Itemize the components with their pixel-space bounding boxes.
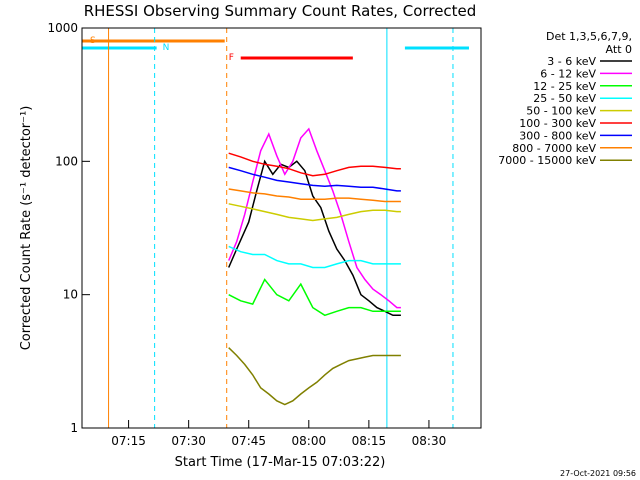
x-tick-label-5: 08:30 [412,434,447,448]
legend-label-5: 100 - 300 keV [519,117,596,130]
series-line-0 [228,159,401,317]
series-line-8 [228,347,401,406]
series-line-1 [228,127,401,309]
x-tick-label-1: 07:30 [171,434,206,448]
legend-label-8: 7000 - 15000 keV [498,154,596,167]
y-tick-label-1: 10 [63,288,78,302]
y-tick-label-2: 100 [55,154,78,168]
series-line-4 [228,203,401,222]
y-tick-label-3: 1000 [47,21,78,35]
legend-header-line-1: Det 1,3,5,6,7,9, [546,30,632,43]
axes-layer: 07:15 07:30 07:45 08:00 08:15 08:30 1 10 100 1000 [47,21,446,448]
legend-label-3: 25 - 50 keV [533,92,596,105]
series-line-3 [228,245,401,269]
legend-label-1: 6 - 12 keV [540,67,596,80]
series-layer [228,127,401,406]
flag-f-label: F [229,53,234,63]
flags-layer: S N F [82,36,469,63]
vertical-lines-layer [108,28,454,428]
legend-label-6: 300 - 800 keV [519,129,596,142]
flag-n-label: N [163,43,170,53]
series-line-5 [228,152,401,177]
series-line-2 [228,278,401,317]
y-axis-label: Corrected Count Rate (s⁻¹ detector⁻¹) [19,106,34,351]
x-tick-label-4: 08:15 [352,434,387,448]
y-tick-label-0: 1 [70,421,78,435]
legend-header-line-2: Att 0 [606,43,632,56]
series-line-7 [228,188,401,203]
legend-label-2: 12 - 25 keV [533,80,596,93]
legend-label-4: 50 - 100 keV [526,105,596,118]
legend-label-7: 800 - 7000 keV [512,142,596,155]
footer-date: 27-Oct-2021 09:56 [560,469,636,478]
plot-frame [81,27,482,429]
flag-s-label: S [90,36,96,46]
x-tick-label-3: 08:00 [292,434,327,448]
x-axis-label: Start Time (17-Mar-15 07:03:22) [175,455,386,470]
x-tick-label-0: 07:15 [111,434,146,448]
series-line-6 [228,166,401,192]
chart-title: RHESSI Observing Summary Count Rates, Co… [84,2,477,20]
legend-label-0: 3 - 6 keV [547,55,596,68]
x-tick-label-2: 07:45 [231,434,266,448]
